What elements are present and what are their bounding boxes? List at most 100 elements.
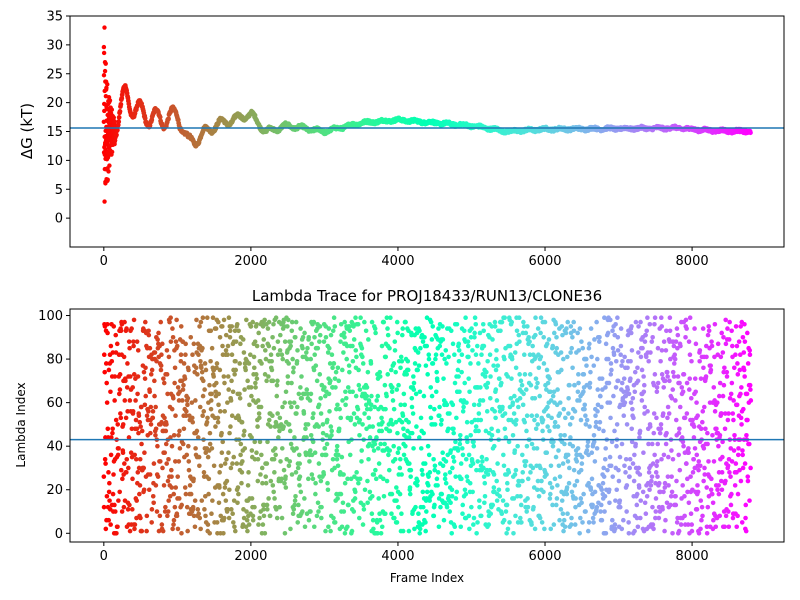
lambda-point	[641, 374, 646, 379]
lambda-point	[490, 337, 495, 342]
lambda-point	[640, 489, 646, 495]
lambda-point	[734, 402, 740, 408]
lambda-point	[125, 361, 130, 366]
lambda-point	[169, 467, 174, 473]
lambda-point	[338, 321, 344, 327]
lambda-point	[571, 328, 577, 334]
lambda-point	[132, 522, 138, 527]
lambda-point	[731, 417, 736, 423]
lambda-point	[193, 446, 198, 451]
lambda-point	[369, 493, 375, 499]
lambda-point	[449, 530, 455, 536]
lambda-point	[395, 430, 400, 436]
lambda-point	[594, 319, 599, 325]
lambda-point	[373, 467, 378, 473]
lambda-point	[488, 395, 493, 401]
lambda-point	[478, 417, 484, 423]
lambda-point	[534, 487, 540, 493]
lambda-point	[150, 493, 156, 499]
delta-g-point	[157, 114, 163, 120]
lambda-point	[108, 452, 114, 458]
lambda-point	[214, 361, 220, 366]
lambda-point	[202, 387, 207, 392]
lambda-point	[344, 356, 350, 362]
lambda-point	[689, 528, 695, 534]
lambda-point	[165, 391, 170, 397]
lambda-point	[724, 374, 730, 379]
lambda-point	[571, 319, 576, 325]
lambda-point	[225, 343, 231, 349]
lambda-point	[481, 474, 487, 479]
lambda-point	[149, 507, 155, 512]
lambda-point	[699, 504, 705, 510]
lambda-point	[236, 491, 241, 497]
lambda-point	[392, 339, 398, 344]
lambda-point	[114, 530, 119, 536]
lambda-point	[735, 513, 740, 519]
lambda-point	[577, 326, 583, 331]
lambda-point	[671, 374, 677, 379]
lambda-point	[251, 354, 257, 360]
lambda-point	[239, 419, 245, 425]
lambda-point	[564, 326, 569, 331]
lambda-point	[178, 324, 184, 329]
lambda-point	[662, 485, 668, 490]
lambda-point	[166, 498, 171, 503]
delta-g-point	[109, 107, 115, 112]
lambda-point	[106, 367, 112, 373]
lambda-point	[501, 452, 506, 458]
lambda-point	[674, 520, 680, 525]
lambda-point	[323, 393, 328, 399]
lambda-point	[424, 343, 430, 349]
lambda-point	[664, 430, 669, 436]
lambda-point	[667, 328, 673, 334]
lambda-point	[135, 374, 141, 379]
lambda-point	[461, 328, 467, 334]
lambda-point	[727, 319, 732, 325]
lambda-point	[525, 476, 531, 482]
lambda-point	[359, 459, 364, 464]
x-tick-label: 0	[100, 549, 108, 564]
lambda-point	[311, 411, 316, 416]
lambda-point	[268, 478, 274, 484]
lambda-point	[196, 511, 201, 516]
lambda-point	[644, 493, 650, 499]
lambda-point	[569, 489, 575, 495]
lambda-point	[124, 456, 130, 462]
lambda-point	[356, 367, 361, 373]
lambda-point	[564, 354, 570, 360]
lambda-point	[533, 332, 538, 338]
lambda-point	[626, 520, 631, 525]
y-tick-label: 80	[46, 353, 63, 368]
lambda-point	[451, 426, 456, 432]
lambda-point	[377, 511, 382, 516]
lambda-point	[466, 354, 471, 360]
lambda-point	[739, 422, 744, 427]
lambda-point	[605, 467, 610, 473]
lambda-point	[329, 428, 335, 434]
lambda-point	[234, 461, 240, 466]
lambda-point	[649, 478, 654, 484]
lambda-point	[632, 452, 637, 458]
lambda-point	[240, 337, 246, 342]
lambda-point	[217, 470, 222, 475]
lambda-point	[369, 393, 374, 399]
lambda-point	[311, 524, 317, 530]
lambda-point	[528, 382, 534, 388]
lambda-point	[558, 432, 563, 438]
lambda-point	[555, 424, 561, 429]
lambda-point	[439, 417, 444, 423]
lambda-point	[309, 341, 314, 347]
lambda-point	[261, 513, 267, 519]
lambda-point	[492, 324, 498, 329]
lambda-point	[313, 480, 318, 486]
lambda-point	[727, 470, 732, 475]
lambda-point	[231, 498, 237, 503]
lambda-point	[455, 367, 461, 373]
lambda-point	[422, 335, 427, 340]
lambda-point	[614, 487, 620, 493]
lambda-point	[596, 426, 602, 432]
lambda-point	[538, 465, 543, 471]
lambda-point	[163, 428, 169, 434]
lambda-point	[275, 378, 280, 384]
